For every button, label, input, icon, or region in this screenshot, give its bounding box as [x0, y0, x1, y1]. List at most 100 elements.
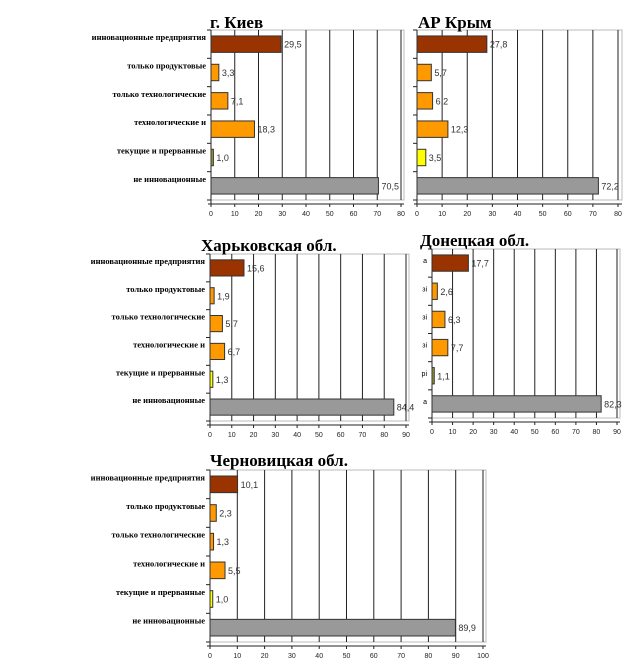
x-tick-label: 30: [278, 211, 286, 218]
x-tick-label: 90: [452, 653, 460, 660]
x-tick-label: 60: [551, 429, 559, 436]
value-label: 70,5: [381, 181, 399, 191]
value-label: 5,5: [228, 566, 241, 576]
x-tick-label: 10: [231, 211, 239, 218]
category-label: инновационные предприятия: [91, 256, 206, 266]
plot-area: [209, 469, 487, 643]
value-label: 3,5: [429, 153, 442, 163]
x-tick-label: 70: [373, 211, 381, 218]
bar: [431, 254, 469, 272]
category-label: технологические и: [134, 117, 206, 127]
value-label: 17,7: [471, 259, 489, 269]
bar: [209, 590, 214, 608]
bar: [209, 259, 245, 277]
bar: [210, 63, 220, 82]
value-label: 6,7: [228, 347, 241, 357]
x-tick-label: 50: [343, 653, 351, 660]
category-label: зі: [422, 285, 427, 293]
value-label: 10,1: [241, 480, 259, 490]
value-label: 6,3: [448, 315, 461, 325]
x-tick-label: 40: [302, 211, 310, 218]
x-tick-label: 20: [261, 653, 269, 660]
value-label: 1,0: [216, 595, 229, 605]
x-tick-label: 80: [397, 211, 405, 218]
value-label: 29,5: [284, 40, 302, 50]
bar: [416, 92, 434, 110]
value-label: 89,9: [458, 623, 476, 633]
category-label: инновационные предприятия: [91, 472, 206, 482]
chart-title: Харьковская обл.: [201, 236, 337, 255]
category-label: не инновационные: [132, 395, 205, 405]
value-label: 1,3: [216, 375, 229, 385]
bar: [209, 561, 226, 580]
x-tick-label: 40: [514, 211, 522, 218]
x-tick-label: 70: [589, 211, 597, 218]
bar: [209, 342, 226, 360]
value-label: 82,3: [604, 399, 622, 409]
x-tick-label: 50: [326, 211, 334, 218]
value-label: 84,4: [397, 403, 415, 413]
bar: [431, 338, 449, 357]
x-tick-label: 70: [359, 432, 367, 439]
bar: [210, 120, 255, 138]
chart-title: АР Крым: [418, 13, 492, 32]
chart-chern: 0 10 20 30 40 50 60 70 80 90 100 Черновицкая обл. 10…: [91, 451, 489, 660]
value-label: 5,7: [434, 68, 447, 78]
x-tick-label: 30: [271, 432, 279, 439]
value-label: 6,2: [436, 96, 449, 106]
x-tick-label: 30: [288, 653, 296, 660]
x-tick-label: 0: [415, 211, 419, 218]
x-tick-label: 0: [430, 429, 434, 436]
plot-area: [416, 29, 623, 201]
bar: [209, 532, 215, 551]
bar: [416, 148, 427, 167]
bar: [416, 177, 599, 195]
x-tick-label: 0: [208, 432, 212, 439]
x-tick-label: 10: [228, 432, 236, 439]
bar: [431, 282, 438, 300]
x-tick-label: 70: [397, 653, 405, 660]
x-tick-label: 10: [438, 211, 446, 218]
category-label: зі: [422, 342, 427, 350]
bar: [209, 398, 395, 416]
category-label: только продуктовые: [126, 501, 205, 511]
bar: [209, 504, 217, 522]
x-tick-label: 20: [463, 211, 471, 218]
bar: [431, 310, 446, 329]
bar: [431, 367, 435, 385]
value-label: 1,9: [217, 291, 230, 301]
bar: [209, 287, 215, 305]
x-tick-label: 50: [531, 429, 539, 436]
value-label: 1,0: [216, 153, 229, 163]
bar: [416, 120, 449, 138]
plot-area: [209, 253, 410, 422]
value-label: 3,3: [222, 68, 235, 78]
x-tick-label: 80: [593, 429, 601, 436]
x-tick-label: 100: [477, 653, 489, 660]
chart-donetsk: 0 10 20 30 40 50 60 70 80 90 Донецкая обл. 17,7 а 2,6…: [420, 231, 622, 436]
value-label: 2,6: [440, 287, 453, 297]
value-label: 72,2: [601, 181, 619, 191]
plot-area: [210, 29, 405, 201]
bar: [209, 315, 223, 333]
x-tick-label: 70: [572, 429, 580, 436]
x-tick-label: 20: [250, 432, 258, 439]
value-label: 27,8: [490, 40, 508, 50]
x-tick-label: 80: [614, 211, 622, 218]
bar: [210, 177, 379, 195]
bar: [416, 35, 488, 53]
bar: [209, 370, 214, 388]
x-tick-label: 30: [488, 211, 496, 218]
value-label: 2,3: [219, 509, 232, 519]
chart-kiev: 0 10 20 30 40 50 60 70 80 г. Киев 29,5 инновационны…: [92, 13, 405, 218]
x-tick-label: 60: [337, 432, 345, 439]
x-tick-label: 50: [539, 211, 547, 218]
bar: [431, 395, 602, 413]
x-tick-label: 80: [425, 653, 433, 660]
bar: [210, 92, 229, 110]
category-label: рі: [422, 370, 428, 378]
value-label: 1,1: [437, 371, 450, 381]
x-tick-label: 0: [208, 653, 212, 660]
